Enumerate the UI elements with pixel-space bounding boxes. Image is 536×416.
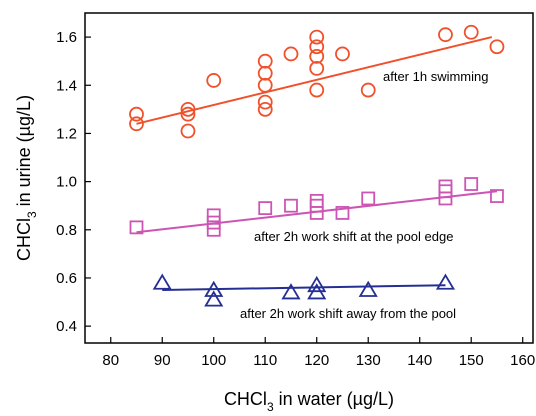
data-point-circle (206, 73, 222, 88)
x-tick-label: 80 (102, 352, 119, 369)
data-point-circle (360, 82, 376, 98)
x-tick-label: 120 (304, 352, 329, 369)
data-point-circle (180, 106, 196, 122)
y-tick-label: 0.6 (56, 270, 77, 287)
y-axis-title: CHCl3 in urine (µg/L) (14, 95, 39, 261)
data-point-circle (129, 106, 144, 122)
data-point-square (490, 189, 504, 203)
x-axis-title: CHCl3 in water (µg/L) (224, 389, 394, 414)
y-tick-label: 1.2 (56, 125, 77, 142)
data-point-triangle (204, 290, 224, 307)
fit-line-series-0 (136, 36, 493, 125)
data-point-circle (309, 61, 325, 76)
data-point-square (206, 215, 221, 230)
data-point-square (284, 198, 298, 213)
y-tick-label: 0.8 (56, 222, 77, 239)
data-point-circle (283, 46, 299, 62)
data-point-circle (257, 94, 273, 110)
x-tick-label: 90 (154, 352, 171, 369)
data-point-circle (489, 39, 505, 55)
data-point-circle (257, 77, 273, 93)
y-axis-title-subscript: 3 (25, 211, 39, 218)
data-point-circle (257, 101, 273, 117)
data-point-circle (463, 24, 479, 40)
data-point-square (464, 177, 479, 191)
data-point-circle (129, 116, 144, 132)
data-point-square (335, 206, 350, 220)
data-point-circle (309, 48, 325, 64)
data-point-square (206, 222, 221, 237)
x-tick-label: 150 (459, 352, 484, 369)
fit-line-series-2 (162, 284, 446, 292)
data-point-triangle (307, 283, 327, 300)
data-point-square (309, 206, 324, 220)
data-point-square (361, 191, 376, 206)
data-point-circle (335, 46, 350, 62)
x-axis-title-rest: in water (µg/L) (274, 389, 394, 409)
data-point-square (129, 220, 144, 235)
y-axis-title-rest: in urine (µg/L) (14, 95, 34, 211)
data-point-triangle (204, 280, 224, 297)
x-tick-label: 130 (356, 352, 381, 369)
data-point-circle (438, 27, 453, 43)
data-point-circle (257, 65, 273, 81)
data-point-circle (309, 39, 325, 55)
data-point-circle (180, 123, 196, 139)
series-label-swimming: after 1h swimming (383, 69, 488, 84)
data-point-circle (180, 101, 196, 117)
data-point-circle (309, 29, 325, 45)
data-point-square (309, 198, 324, 213)
data-markers (129, 24, 505, 307)
axis-ticks: 80 90 100 110 120 130 140 150 160 0.4 0.6 0.8 1.0 1.2… (56, 29, 535, 369)
series-label-pool-edge: after 2h work shift at the pool edge (254, 229, 453, 244)
x-tick-label: 110 (253, 352, 277, 369)
data-point-square (258, 201, 273, 216)
data-point-square (309, 193, 324, 208)
data-point-square (438, 179, 453, 194)
data-point-circle (309, 82, 325, 98)
data-point-triangle (307, 275, 327, 293)
data-point-circle (257, 53, 273, 69)
x-tick-label: 100 (201, 352, 226, 369)
x-axis-title-subscript: 3 (267, 400, 274, 414)
data-point-square (438, 184, 453, 199)
x-tick-label: 140 (407, 352, 432, 369)
x-axis-title-main: CHCl (224, 389, 267, 409)
x-tick-label: 160 (510, 352, 535, 369)
plot-frame (84, 12, 534, 344)
data-point-triangle (435, 273, 456, 290)
y-axis-title-main: CHCl (14, 218, 34, 261)
data-point-triangle (358, 280, 378, 297)
data-point-square (206, 208, 221, 223)
data-point-square (438, 191, 453, 206)
y-tick-label: 1.6 (56, 29, 77, 46)
series-label-away-pool: after 2h work shift away from the pool (240, 306, 456, 321)
data-point-triangle (152, 273, 172, 290)
y-tick-label: 1.0 (56, 174, 77, 191)
data-point-triangle (281, 283, 301, 300)
y-tick-label: 1.4 (56, 77, 77, 94)
y-tick-label: 0.4 (56, 318, 77, 335)
